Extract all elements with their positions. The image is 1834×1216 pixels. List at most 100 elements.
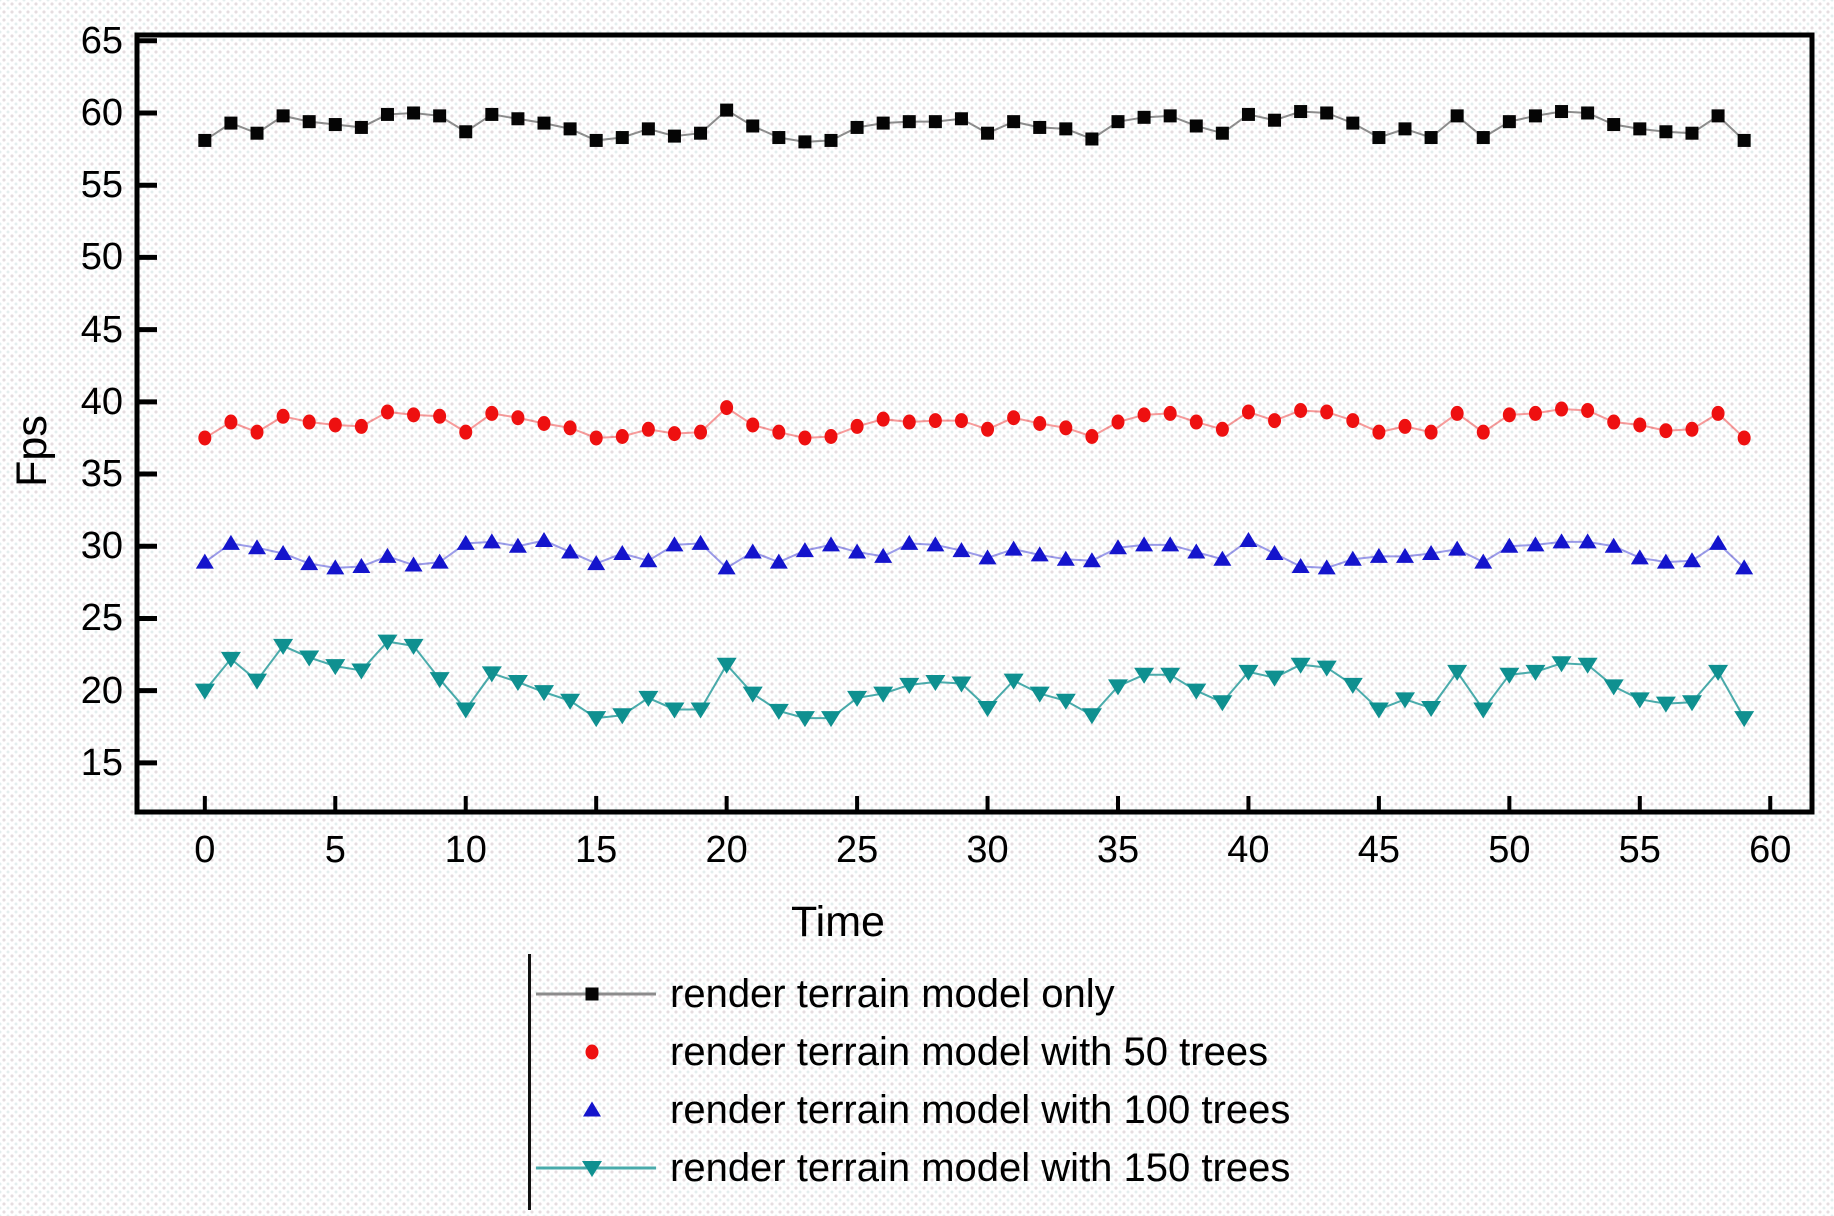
data-point xyxy=(1294,403,1308,419)
data-point xyxy=(481,666,502,683)
x-tick-label: 45 xyxy=(1357,829,1401,871)
data-point xyxy=(951,676,972,693)
data-point xyxy=(954,413,968,429)
data-point xyxy=(535,531,554,547)
data-point xyxy=(1004,540,1023,556)
legend-item-terrain-150-trees: render terrain model with 150 trees xyxy=(534,1142,1290,1194)
data-point xyxy=(328,417,342,433)
data-point xyxy=(485,405,499,421)
legend: render terrain model only render terrain … xyxy=(528,954,1488,1214)
data-point xyxy=(641,122,655,136)
data-point xyxy=(1581,403,1595,419)
x-axis-title: Time xyxy=(791,898,885,946)
data-point xyxy=(667,129,681,143)
data-point xyxy=(534,685,555,702)
data-point xyxy=(1007,115,1021,129)
data-point xyxy=(1368,702,1389,719)
legend-item-label: render terrain model only xyxy=(670,971,1115,1016)
data-point xyxy=(873,686,894,703)
x-tick-label: 35 xyxy=(1096,829,1140,871)
data-point xyxy=(459,424,473,440)
data-point xyxy=(537,116,551,130)
data-point xyxy=(977,701,998,718)
data-point xyxy=(1029,686,1050,703)
data-point xyxy=(1290,657,1311,674)
data-point xyxy=(795,542,814,558)
data-point xyxy=(1737,133,1751,147)
data-point xyxy=(1734,711,1755,728)
data-point xyxy=(455,702,476,719)
legend-item-terrain-only: render terrain model only xyxy=(534,968,1115,1020)
data-point xyxy=(1107,679,1128,696)
data-point xyxy=(1320,404,1334,420)
data-point xyxy=(583,1101,601,1117)
legend-item-label: render terrain model with 100 trees xyxy=(670,1087,1291,1132)
data-point xyxy=(1241,107,1255,121)
legend-item-terrain-100-trees: render terrain model with 100 trees xyxy=(534,1084,1290,1136)
data-point xyxy=(1421,701,1442,718)
data-point xyxy=(1212,695,1233,712)
data-point xyxy=(482,533,501,549)
data-point xyxy=(798,135,812,149)
data-point xyxy=(1555,401,1569,417)
data-point xyxy=(1342,677,1363,694)
data-point xyxy=(746,119,760,133)
data-point xyxy=(952,542,971,558)
x-ticks xyxy=(202,796,1773,814)
data-point xyxy=(1633,417,1647,433)
data-point xyxy=(1448,540,1467,556)
data-point xyxy=(1474,553,1493,569)
data-point xyxy=(325,659,346,676)
data-point xyxy=(1395,547,1414,563)
data-point xyxy=(1551,656,1572,673)
data-point xyxy=(981,126,995,140)
data-point xyxy=(1502,115,1516,129)
data-point xyxy=(1059,420,1073,436)
x-tick-label: 20 xyxy=(705,829,748,871)
x-tick-label: 15 xyxy=(575,829,618,871)
data-point xyxy=(798,430,812,446)
data-point xyxy=(300,555,319,571)
data-point xyxy=(1656,553,1675,569)
data-point xyxy=(822,536,841,552)
data-point xyxy=(1163,109,1177,123)
data-point xyxy=(351,663,372,680)
data-point xyxy=(1033,120,1047,134)
data-point xyxy=(220,651,241,668)
data-point xyxy=(1111,414,1125,430)
data-point xyxy=(354,120,368,134)
data-point xyxy=(1581,106,1595,120)
y-tick-label: 60 xyxy=(80,91,123,134)
legend-marker-sample xyxy=(585,1044,599,1060)
data-point xyxy=(1685,421,1699,437)
data-point xyxy=(876,116,890,130)
data-point xyxy=(276,109,290,123)
data-point xyxy=(1241,404,1255,420)
data-point xyxy=(1528,405,1542,421)
y-ticks xyxy=(135,38,157,766)
data-point xyxy=(613,544,632,560)
data-point xyxy=(1213,550,1232,566)
legend-item-label: render terrain model with 50 trees xyxy=(670,1029,1269,1074)
data-point xyxy=(772,424,786,440)
data-point xyxy=(1186,683,1207,700)
data-point xyxy=(485,107,499,121)
y-tick-label: 15 xyxy=(80,741,123,784)
data-point xyxy=(433,408,447,424)
series-terrain-150-trees xyxy=(194,634,1755,728)
data-point xyxy=(1291,557,1310,573)
x-tick-label: 25 xyxy=(835,829,879,871)
y-tick-label: 65 xyxy=(80,19,123,62)
data-point xyxy=(456,534,475,550)
data-point xyxy=(690,702,711,719)
data-point xyxy=(1082,552,1101,568)
data-point xyxy=(221,534,240,550)
legend-marker-sample xyxy=(536,1161,656,1177)
y-tick-label: 55 xyxy=(80,164,123,207)
data-point xyxy=(1161,536,1180,552)
data-point xyxy=(1189,119,1203,133)
data-point xyxy=(380,107,394,121)
data-point xyxy=(1633,122,1647,136)
data-point xyxy=(1108,539,1127,555)
data-point xyxy=(378,547,397,563)
